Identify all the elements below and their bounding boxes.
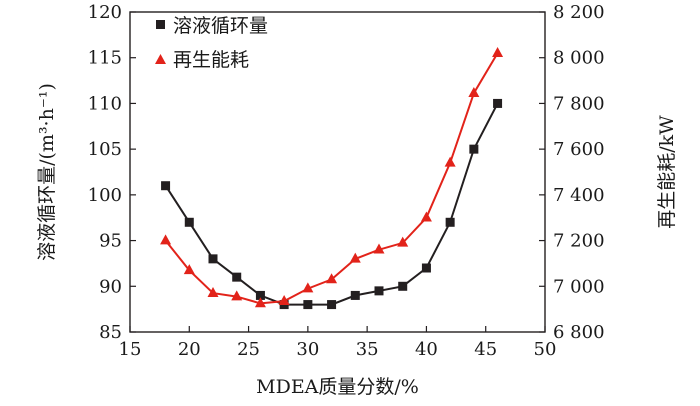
legend-triangle-marker <box>155 54 166 64</box>
y-axis-right-title: 再生能耗/kW <box>656 115 678 229</box>
y-right-tick-label: 7 800 <box>553 93 605 114</box>
series-line-1 <box>164 52 499 305</box>
y-left-tick-label: 120 <box>88 2 122 23</box>
data-point-square <box>374 286 384 296</box>
x-axis: 15 20 25 30 35 40 45 50 <box>119 326 557 360</box>
data-point-triangle <box>231 290 243 301</box>
y-left-tick-label: 100 <box>88 185 122 206</box>
x-tick-label: 20 <box>178 339 201 360</box>
data-point-square <box>469 144 479 154</box>
data-point-square <box>350 290 360 300</box>
y-right-tick-label: 7 000 <box>553 276 605 297</box>
x-tick-label: 50 <box>534 339 557 360</box>
x-tick-label: 15 <box>119 339 142 360</box>
data-point-triangle <box>183 264 195 275</box>
y-right-tick-label: 7 600 <box>553 139 605 160</box>
x-tick-label: 35 <box>356 339 379 360</box>
data-point-square <box>232 272 242 282</box>
data-point-square <box>327 300 337 310</box>
plot-border <box>129 11 546 333</box>
data-point-square <box>421 263 431 273</box>
x-tick-label: 30 <box>296 339 319 360</box>
data-point-triangle <box>420 211 432 222</box>
data-point-triangle <box>468 86 480 97</box>
legend-square-marker <box>156 20 165 29</box>
data-point-triangle <box>326 273 338 284</box>
data-point-triangle <box>302 282 314 293</box>
data-point-square <box>445 217 455 227</box>
y-axis-right: 6 800 7 000 7 200 7 400 7 600 7 800 8 000 8 200 <box>539 2 605 343</box>
legend-label-energy: 再生能耗 <box>173 49 249 71</box>
data-point-square <box>208 254 218 264</box>
x-axis-title: MDEA质量分数/% <box>256 376 419 398</box>
data-point-triangle <box>444 156 456 167</box>
data-point-triangle <box>254 297 266 308</box>
data-point-triangle <box>349 252 361 263</box>
x-tick-label: 40 <box>415 339 438 360</box>
y-right-tick-label: 8 000 <box>553 48 605 69</box>
legend: 溶液循环量 再生能耗 <box>155 15 268 71</box>
y-right-tick-label: 7 200 <box>553 231 605 252</box>
y-left-tick-label: 110 <box>88 93 122 114</box>
data-point-triangle <box>373 243 385 254</box>
x-tick-label: 45 <box>474 339 497 360</box>
data-point-square <box>184 217 194 227</box>
data-point-square <box>398 281 408 291</box>
data-point-square <box>303 300 313 310</box>
y-right-tick-label: 8 200 <box>553 2 605 23</box>
y-axis-left-title: 溶液循环量/(m³·h⁻¹) <box>36 83 58 261</box>
data-point-triangle <box>397 236 409 247</box>
data-point-square <box>255 290 265 300</box>
data-point-triangle <box>160 234 172 245</box>
y-left-tick-label: 85 <box>99 322 122 343</box>
plot-frame <box>129 11 546 333</box>
series-layer <box>160 46 504 310</box>
legend-label-circulation: 溶液循环量 <box>173 15 268 37</box>
data-point-square <box>161 181 171 191</box>
data-point-square <box>493 98 503 108</box>
data-point-triangle <box>492 46 504 57</box>
legend-item-circulation: 溶液循环量 <box>156 15 268 37</box>
x-tick-label: 25 <box>237 339 260 360</box>
y-left-tick-label: 90 <box>99 276 122 297</box>
y-left-tick-label: 95 <box>99 231 122 252</box>
y-right-tick-label: 6 800 <box>553 322 605 343</box>
data-point-triangle <box>207 286 219 297</box>
y-axis-left: 85 90 95 100 105 110 115 120 <box>88 2 136 343</box>
y-left-tick-label: 105 <box>88 139 122 160</box>
data-point-triangle <box>278 294 290 305</box>
y-left-tick-label: 115 <box>88 48 122 69</box>
legend-item-energy: 再生能耗 <box>155 49 249 71</box>
y-right-tick-label: 7 400 <box>553 185 605 206</box>
